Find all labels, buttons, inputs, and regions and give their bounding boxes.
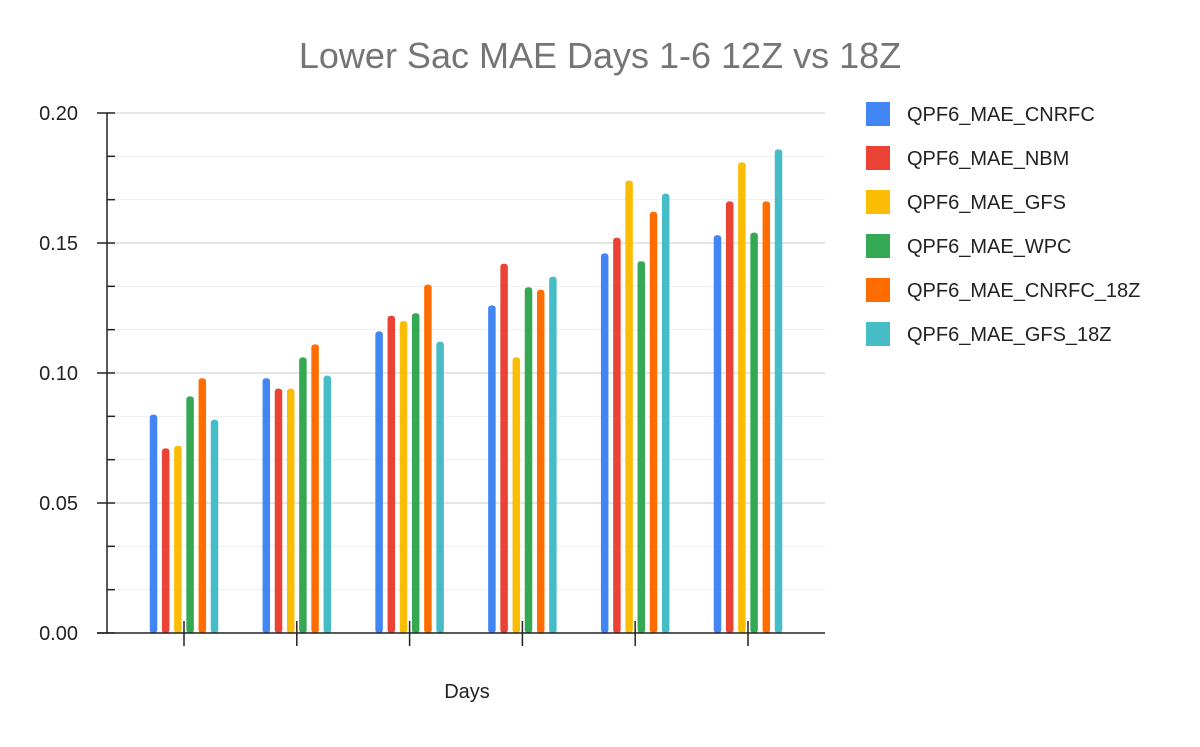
- bar: [549, 276, 557, 633]
- y-tick-label: 0.00: [39, 623, 78, 645]
- legend-label: QPF6_MAE_CNRFC_18Z: [907, 280, 1140, 302]
- legend-label: QPF6_MAE_NBM: [907, 148, 1069, 170]
- bar: [286, 388, 295, 633]
- bar: [424, 284, 432, 633]
- legend-swatch: [866, 146, 890, 170]
- legend-label: QPF6_MAE_GFS_18Z: [907, 324, 1112, 346]
- legend-swatch: [866, 278, 890, 302]
- bar: [512, 357, 521, 633]
- y-tick-label: 0.20: [39, 103, 78, 125]
- legend-swatch: [866, 322, 890, 346]
- bar: [387, 315, 396, 633]
- bar: [274, 388, 283, 633]
- bar: [262, 378, 271, 633]
- bar: [713, 235, 722, 633]
- gridlines: [107, 112, 825, 591]
- bar: [500, 263, 508, 633]
- legend-swatch: [866, 190, 890, 214]
- bars: [149, 149, 783, 634]
- bar: [637, 261, 646, 633]
- bar: [149, 414, 158, 633]
- bar: [399, 321, 408, 633]
- bar: [198, 378, 207, 633]
- bar: [661, 193, 670, 633]
- bar: [375, 331, 383, 633]
- legend-label: QPF6_MAE_WPC: [907, 236, 1071, 258]
- bar: [536, 289, 545, 633]
- axes: [97, 112, 825, 646]
- y-tick-label: 0.05: [39, 493, 78, 515]
- bar: [600, 253, 609, 633]
- chart-title: Lower Sac MAE Days 1-6 12Z vs 18Z: [299, 35, 901, 76]
- bar: [649, 211, 658, 634]
- bar: [436, 341, 444, 633]
- bar: [323, 375, 332, 633]
- bar: [186, 396, 194, 633]
- legend-swatch: [866, 102, 890, 126]
- bar: [161, 448, 170, 633]
- y-tick-label: 0.10: [39, 363, 78, 385]
- legend-label: QPF6_MAE_GFS: [907, 192, 1066, 214]
- y-tick-labels: 0.00 0.05 0.10 0.15 0.20: [39, 103, 78, 645]
- bar: [311, 344, 319, 633]
- bar: [488, 305, 496, 633]
- bar: [174, 445, 182, 633]
- y-tick-label: 0.15: [39, 233, 78, 255]
- legend-swatch: [866, 234, 890, 258]
- bar: [762, 201, 771, 633]
- bar: [210, 419, 219, 633]
- bar: [613, 237, 621, 634]
- bar: [750, 232, 758, 633]
- bar: [738, 162, 746, 633]
- bar: [774, 149, 783, 633]
- bar: [411, 313, 420, 633]
- x-axis-title: Days: [444, 681, 490, 703]
- bar: [725, 201, 734, 633]
- bar: [625, 180, 633, 633]
- bar: [524, 287, 533, 633]
- legend-label: QPF6_MAE_CNRFC: [907, 104, 1095, 126]
- legend: QPF6_MAE_CNRFC QPF6_MAE_NBM QPF6_MAE_GFS QP…: [866, 102, 1140, 346]
- bar: [299, 357, 307, 633]
